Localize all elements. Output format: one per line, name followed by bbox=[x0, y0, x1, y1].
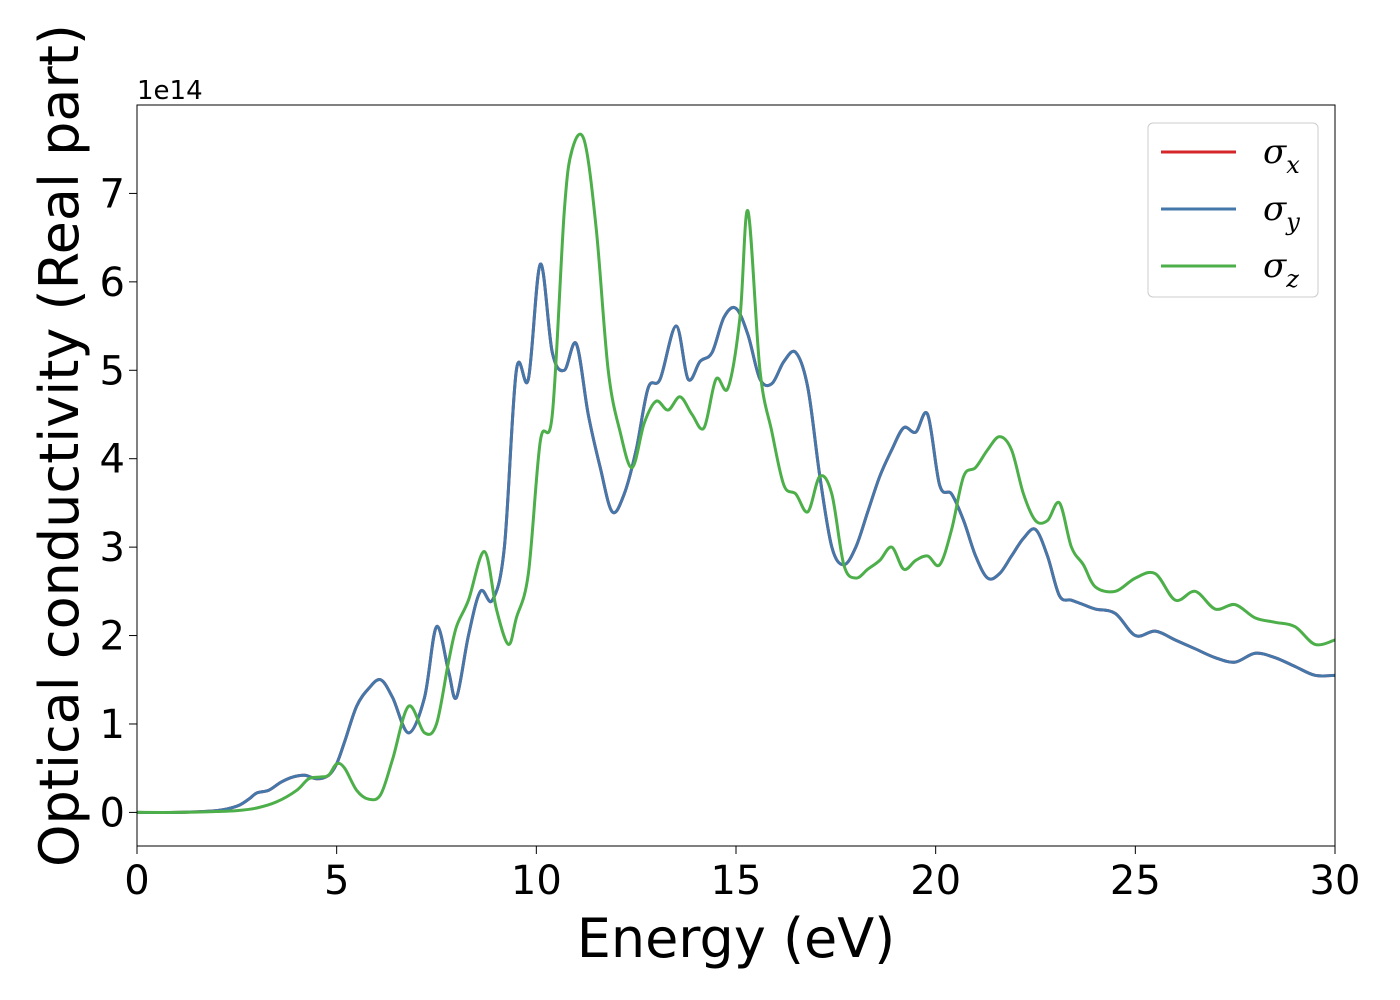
y-tick-label: 5 bbox=[100, 348, 125, 394]
y-tick-label: 0 bbox=[100, 790, 125, 836]
y-axis-label: Optical conductivity (Real part) bbox=[28, 24, 91, 867]
legend-entry-sigma-y: σy bbox=[1161, 189, 1300, 236]
x-tick-label: 20 bbox=[910, 858, 961, 904]
legend-label: σy bbox=[1263, 189, 1300, 236]
y-tick-label: 2 bbox=[100, 614, 125, 660]
x-tick-label: 5 bbox=[324, 858, 349, 904]
series-line-sigma-z bbox=[137, 132, 1335, 814]
legend: σx σy σz bbox=[1147, 122, 1319, 298]
x-tick-label: 25 bbox=[1110, 858, 1161, 904]
legend-label: σz bbox=[1263, 246, 1299, 293]
legend-entry-sigma-x: σx bbox=[1161, 132, 1300, 179]
x-axis-ticks: 0 5 10 15 20 25 30 bbox=[124, 846, 1360, 904]
x-tick-label: 10 bbox=[511, 858, 562, 904]
x-tick-label: 30 bbox=[1310, 858, 1361, 904]
x-tick-label: 15 bbox=[711, 858, 762, 904]
x-tick-label: 0 bbox=[124, 858, 149, 904]
y-tick-label: 6 bbox=[100, 260, 125, 306]
y-tick-label: 3 bbox=[100, 525, 125, 571]
y-tick-label: 4 bbox=[100, 437, 125, 483]
y-tick-label: 7 bbox=[100, 171, 125, 217]
series-line-sigma-y bbox=[137, 262, 1335, 815]
series-layer bbox=[137, 132, 1335, 815]
legend-label: σx bbox=[1263, 132, 1300, 179]
y-tick-label: 1 bbox=[100, 702, 125, 748]
x-axis-label: Energy (eV) bbox=[577, 907, 896, 970]
y-axis-ticks: 0 1 2 3 4 5 6 7 bbox=[100, 171, 137, 836]
legend-entry-sigma-z: σz bbox=[1161, 246, 1299, 293]
y-offset-label: 1e14 bbox=[137, 76, 203, 106]
